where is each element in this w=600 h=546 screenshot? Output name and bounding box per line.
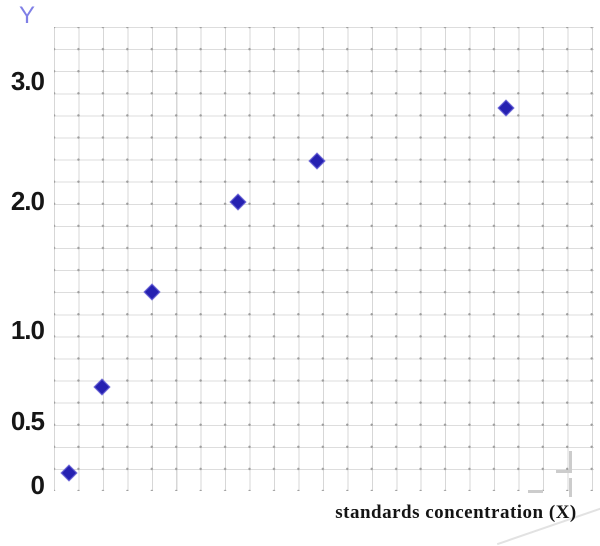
y-axis-title: Y [19,2,36,29]
y-tick-label: 1.0 [10,315,45,345]
x-axis-title: standards concentration (X) [335,502,577,523]
y-tick-label: 3.0 [10,66,45,96]
y-tick-label: 0.5 [10,406,45,436]
y-tick-label: 0 [30,470,45,500]
y-tick-label: 2.0 [10,186,45,216]
plot-area [54,27,594,491]
